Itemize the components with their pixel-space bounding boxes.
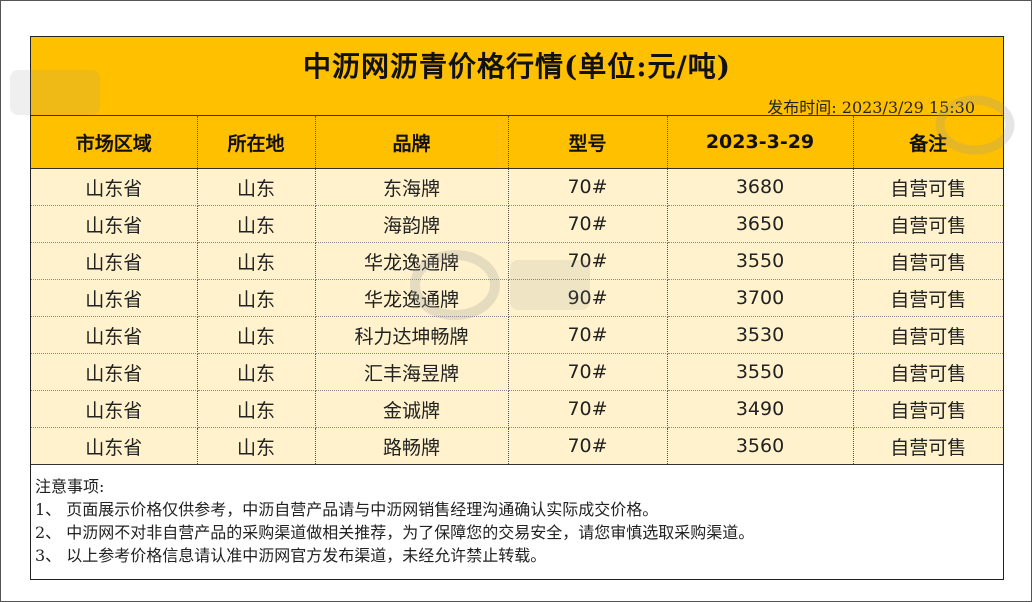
cell-model: 90# — [508, 279, 668, 317]
cell-price: 3530 — [667, 316, 854, 354]
cell-remark: 自营可售 — [853, 279, 1003, 317]
cell-price: 3700 — [667, 279, 854, 317]
column-header-remark: 备注 — [853, 116, 1003, 169]
cell-price: 3550 — [667, 242, 854, 280]
cell-market-region: 山东省 — [31, 390, 198, 428]
cell-brand: 华龙逸通牌 — [315, 242, 509, 280]
cell-brand: 东海牌 — [315, 168, 509, 206]
cell-brand: 金诚牌 — [315, 390, 509, 428]
cell-market-region: 山东省 — [31, 205, 198, 243]
title-band: 中沥网沥青价格行情(单位:元/吨) 发布时间: 2023/3/29 15:30 — [31, 37, 1003, 117]
cell-price: 3680 — [667, 168, 854, 206]
cell-location: 山东 — [197, 353, 316, 391]
notes-section: 注意事项: 1、 页面展示价格仅供参考，中沥自营产品请与中沥网销售经理沟通确认实… — [31, 465, 1003, 580]
cell-remark: 自营可售 — [853, 316, 1003, 354]
page-title: 中沥网沥青价格行情(单位:元/吨) — [302, 50, 732, 83]
cell-model: 70# — [508, 353, 668, 391]
note-item: 3、 以上参考价格信息请认准中沥网官方发布渠道，未经允许禁止转载。 — [35, 546, 547, 565]
table-header-row: 市场区域 所在地 品牌 型号 2023-3-29 备注 — [31, 116, 1003, 169]
column-header-date: 2023-3-29 — [667, 116, 854, 169]
table-row: 山东省 山东 金诚牌 70# 3490 自营可售 — [31, 390, 1003, 428]
table-row: 山东省 山东 华龙逸通牌 90# 3700 自营可售 — [31, 279, 1003, 317]
cell-market-region: 山东省 — [31, 316, 198, 354]
cell-brand: 海韵牌 — [315, 205, 509, 243]
column-header-location: 所在地 — [197, 116, 316, 169]
cell-model: 70# — [508, 168, 668, 206]
cell-model: 70# — [508, 316, 668, 354]
cell-brand: 路畅牌 — [315, 427, 509, 465]
cell-model: 70# — [508, 427, 668, 465]
cell-location: 山东 — [197, 427, 316, 465]
cell-model: 70# — [508, 390, 668, 428]
cell-remark: 自营可售 — [853, 205, 1003, 243]
price-table: 市场区域 所在地 品牌 型号 2023-3-29 备注 山东省 山东 东海牌 7… — [31, 116, 1003, 465]
publish-time: 发布时间: 2023/3/29 15:30 — [767, 98, 975, 117]
cell-price: 3490 — [667, 390, 854, 428]
cell-price: 3650 — [667, 205, 854, 243]
table-row: 山东省 山东 海韵牌 70# 3650 自营可售 — [31, 205, 1003, 243]
table-row: 山东省 山东 华龙逸通牌 70# 3550 自营可售 — [31, 242, 1003, 280]
cell-brand: 汇丰海昱牌 — [315, 353, 509, 391]
cell-location: 山东 — [197, 242, 316, 280]
column-header-model: 型号 — [508, 116, 668, 169]
column-header-brand: 品牌 — [315, 116, 509, 169]
cell-location: 山东 — [197, 279, 316, 317]
table-row: 山东省 山东 科力达坤畅牌 70# 3530 自营可售 — [31, 316, 1003, 354]
cell-model: 70# — [508, 205, 668, 243]
cell-location: 山东 — [197, 168, 316, 206]
cell-location: 山东 — [197, 316, 316, 354]
note-item: 1、 页面展示价格仅供参考，中沥自营产品请与中沥网销售经理沟通确认实际成交价格。 — [35, 500, 659, 519]
cell-remark: 自营可售 — [853, 390, 1003, 428]
cell-remark: 自营可售 — [853, 168, 1003, 206]
cell-remark: 自营可售 — [853, 427, 1003, 465]
cell-remark: 自营可售 — [853, 353, 1003, 391]
cell-location: 山东 — [197, 205, 316, 243]
cell-market-region: 山东省 — [31, 353, 198, 391]
cell-price: 3550 — [667, 353, 854, 391]
cell-market-region: 山东省 — [31, 242, 198, 280]
cell-market-region: 山东省 — [31, 279, 198, 317]
cell-location: 山东 — [197, 390, 316, 428]
column-header-market-region: 市场区域 — [31, 116, 198, 169]
table-row: 山东省 山东 路畅牌 70# 3560 自营可售 — [31, 427, 1003, 465]
notes-heading: 注意事项: — [35, 477, 105, 496]
table-row: 山东省 山东 东海牌 70# 3680 自营可售 — [31, 168, 1003, 206]
cell-brand: 科力达坤畅牌 — [315, 316, 509, 354]
cell-market-region: 山东省 — [31, 427, 198, 465]
cell-brand: 华龙逸通牌 — [315, 279, 509, 317]
price-sheet: 中沥网沥青价格行情(单位:元/吨) 发布时间: 2023/3/29 15:30 … — [30, 36, 1004, 580]
note-item: 2、 中沥网不对非自营产品的采购渠道做相关推荐，为了保障您的交易安全，请您审慎选… — [35, 523, 755, 542]
table-row: 山东省 山东 汇丰海昱牌 70# 3550 自营可售 — [31, 353, 1003, 391]
cell-market-region: 山东省 — [31, 168, 198, 206]
cell-model: 70# — [508, 242, 668, 280]
cell-price: 3560 — [667, 427, 854, 465]
cell-remark: 自营可售 — [853, 242, 1003, 280]
